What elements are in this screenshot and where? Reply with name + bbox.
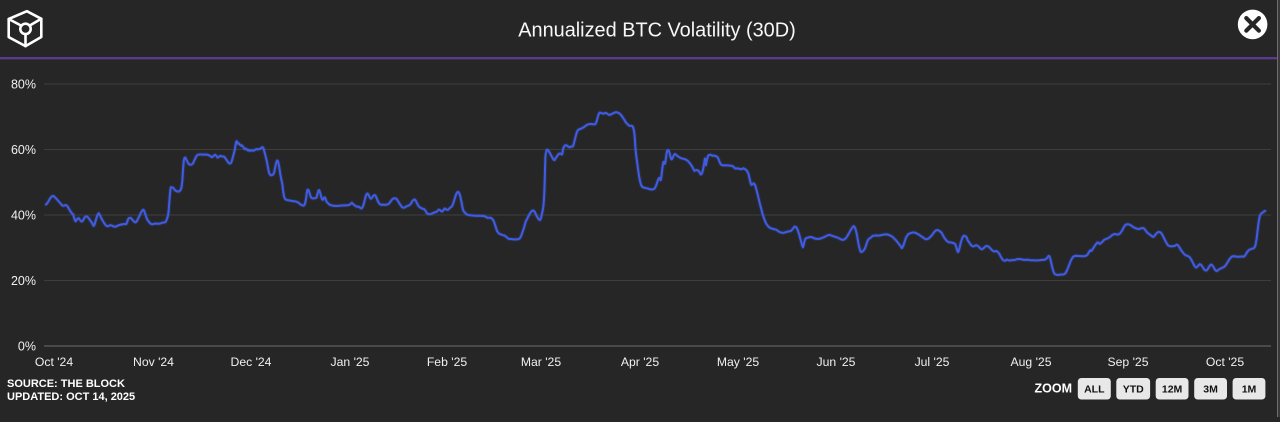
svg-text:Oct '25: Oct '25 bbox=[1206, 355, 1244, 369]
svg-text:Feb '25: Feb '25 bbox=[427, 355, 467, 369]
svg-text:ZOOM: ZOOM bbox=[1035, 382, 1073, 396]
svg-text:Sep '25: Sep '25 bbox=[1108, 355, 1149, 369]
svg-text:Dec '24: Dec '24 bbox=[231, 355, 272, 369]
svg-text:20%: 20% bbox=[11, 274, 36, 288]
svg-text:Nov '24: Nov '24 bbox=[133, 355, 174, 369]
svg-text:12M: 12M bbox=[1162, 384, 1183, 396]
svg-text:0%: 0% bbox=[18, 340, 36, 354]
svg-text:Mar '25: Mar '25 bbox=[521, 355, 561, 369]
svg-text:ALL: ALL bbox=[1084, 384, 1105, 396]
svg-text:40%: 40% bbox=[11, 209, 36, 223]
svg-text:1M: 1M bbox=[1242, 384, 1257, 396]
svg-text:SOURCE: THE BLOCK: SOURCE: THE BLOCK bbox=[7, 378, 125, 390]
svg-text:80%: 80% bbox=[11, 78, 36, 92]
svg-text:YTD: YTD bbox=[1123, 384, 1144, 396]
svg-text:UPDATED: OCT 14, 2025: UPDATED: OCT 14, 2025 bbox=[7, 391, 135, 403]
svg-text:Apr '25: Apr '25 bbox=[621, 355, 659, 369]
svg-text:3M: 3M bbox=[1203, 384, 1218, 396]
svg-text:Annualized BTC Volatility (30D: Annualized BTC Volatility (30D) bbox=[518, 20, 796, 42]
svg-text:Jun '25: Jun '25 bbox=[817, 355, 856, 369]
svg-text:Aug '25: Aug '25 bbox=[1011, 355, 1052, 369]
svg-text:60%: 60% bbox=[11, 143, 36, 157]
svg-text:May '25: May '25 bbox=[717, 355, 760, 369]
svg-text:Jul '25: Jul '25 bbox=[915, 355, 950, 369]
svg-text:Jan '25: Jan '25 bbox=[331, 355, 370, 369]
svg-text:Oct '24: Oct '24 bbox=[35, 355, 73, 369]
